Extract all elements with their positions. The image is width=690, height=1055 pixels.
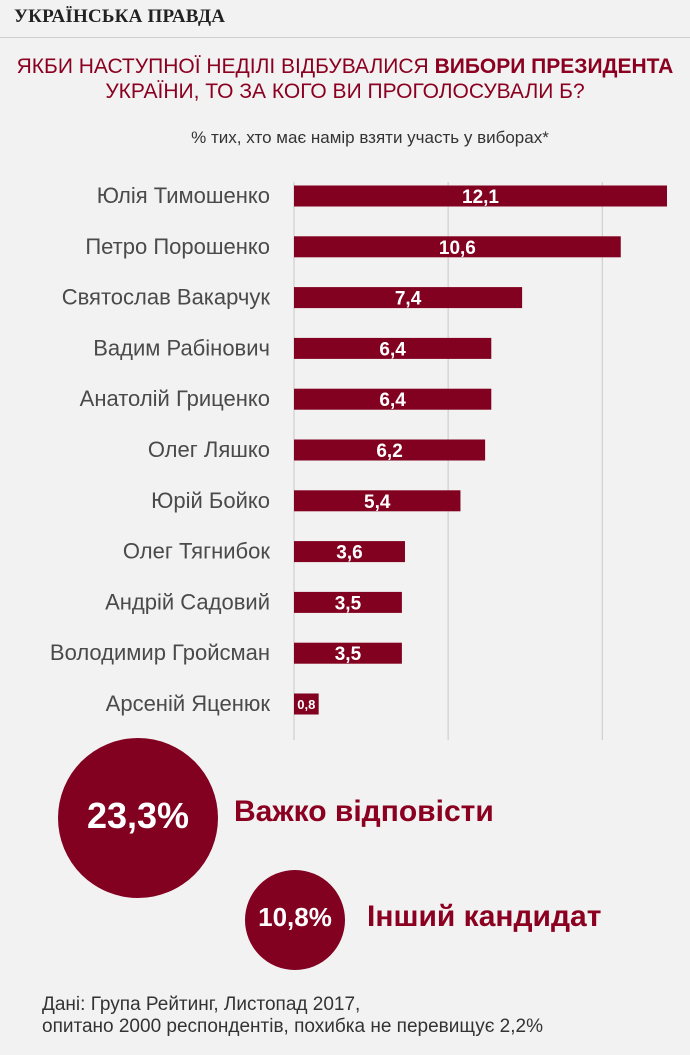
bar (294, 490, 461, 512)
bar (294, 236, 621, 258)
bar (294, 642, 402, 664)
bar-value-label: 6,4 (379, 339, 406, 360)
bar (294, 541, 405, 563)
bubble-hard-to-answer-label: Важко відповісти (234, 795, 494, 828)
bar-value-label: 3,5 (335, 644, 362, 665)
bar-value-label: 0,8 (297, 697, 315, 712)
bar-value-label: 6,2 (376, 441, 402, 462)
bar (294, 337, 492, 359)
bar-value-label: 5,4 (364, 492, 391, 513)
bar-value-label: 7,4 (395, 289, 422, 310)
source-note: Дані: Група Рейтинг, Листопад 2017, опит… (42, 994, 543, 1038)
masthead-logo: УКРАЇНСЬКА ПРАВДА (14, 6, 226, 27)
bubble-other-candidate (245, 870, 345, 970)
category-label: Юрій Бойко (151, 488, 270, 513)
bar (294, 591, 402, 613)
bar (294, 185, 667, 207)
category-label: Святослав Вакарчук (62, 285, 271, 310)
category-label: Анатолій Гриценко (80, 386, 270, 411)
bubble-other-candidate-label: Інший кандидат (367, 900, 602, 933)
bubble-other-candidate-value: 10,8% (258, 902, 332, 932)
chart-subtitle: % тих, хто має намір взяти участь у вибо… (191, 128, 549, 147)
bar-value-label: 12,1 (462, 187, 499, 208)
source-line-1: Дані: Група Рейтинг, Листопад 2017, (42, 994, 361, 1015)
category-label: Вадим Рабінович (93, 335, 270, 360)
bar (294, 388, 492, 410)
bar (294, 287, 523, 309)
bar (294, 439, 486, 461)
masthead-divider (0, 37, 690, 38)
category-label: Петро Порошенко (85, 234, 270, 259)
bar (294, 693, 319, 715)
category-label: Арсеній Яценюк (106, 691, 271, 716)
category-label: Володимир Гройсман (50, 640, 270, 665)
title-bold: ВИБОРИ ПРЕЗИДЕНТА (434, 55, 674, 78)
bar-value-label: 3,6 (336, 543, 362, 564)
title-part2: УКРАЇНИ, ТО ЗА КОГО ВИ ПРОГОЛОСУВАЛИ Б? (105, 80, 585, 103)
source-line-2: опитано 2000 респондентів, похибка не пе… (42, 1016, 543, 1037)
bar-chart: Юлія Тимошенко 12,1 Петро Порошенко 10,6 Свя… (50, 182, 667, 740)
category-label: Андрій Садовий (105, 589, 270, 614)
category-label: Олег Ляшко (148, 437, 270, 462)
bar-value-label: 6,4 (379, 390, 406, 411)
bubble-hard-to-answer (58, 738, 218, 898)
chart-title: ЯКБИ НАСТУПНОЇ НЕДІЛІ ВІДБУВАЛИСЯ ВИБОРИ… (0, 54, 690, 104)
title-part1: ЯКБИ НАСТУПНОЇ НЕДІЛІ ВІДБУВАЛИСЯ (16, 55, 435, 78)
category-label: Юлія Тимошенко (97, 183, 270, 208)
bubble-hard-to-answer-value: 23,3% (86, 795, 190, 836)
bar-value-label: 10,6 (439, 238, 476, 259)
bar-value-label: 3,5 (335, 593, 362, 614)
category-label: Олег Тягнибок (123, 539, 270, 564)
